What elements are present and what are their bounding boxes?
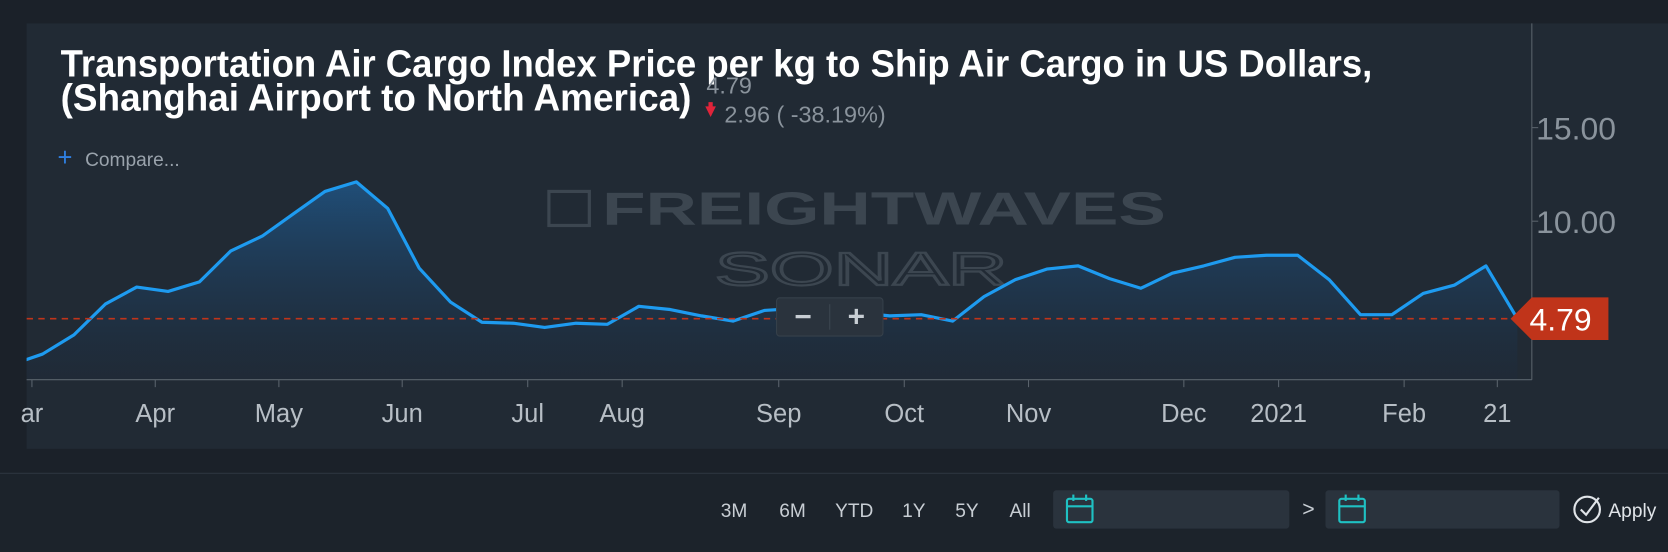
- apply-button[interactable]: Apply: [1608, 501, 1656, 522]
- zoom-in[interactable]: +: [848, 301, 865, 334]
- range-controls: > Apply 3M 6M YTD 1Y 5Y All: [721, 490, 1657, 529]
- change: 2.96 ( -38.19%): [724, 101, 885, 127]
- x-tick-label: Sep: [756, 400, 801, 428]
- x-tick-label: Feb: [1382, 400, 1426, 428]
- price-badge: [1510, 297, 1609, 340]
- axes: 10.00 15.00 ar Apr May Jun Jul Aug Sep Oct Nov Dec 2…: [21, 23, 1616, 428]
- range-button[interactable]: All: [1010, 501, 1031, 522]
- x-tick-label: Jul: [511, 400, 544, 428]
- price-line: [26, 180, 1519, 362]
- y-tick-label: 10.00: [1536, 204, 1616, 240]
- last-value: 4.79: [706, 73, 752, 99]
- watermark-product: SONAR: [715, 243, 1008, 295]
- x-tick-label: 2021: [1250, 400, 1307, 428]
- watermark-logo: [547, 189, 591, 228]
- x-tick-label: Oct: [884, 400, 924, 428]
- y-tick-label: 15.00: [1536, 110, 1616, 146]
- x-tick-label: Nov: [1006, 400, 1052, 428]
- x-tick-label: May: [255, 400, 303, 428]
- range-button[interactable]: YTD: [835, 501, 873, 522]
- x-tick-label: Jun: [382, 400, 423, 428]
- start-date-input[interactable]: [1053, 490, 1290, 529]
- x-tick-label: ar: [21, 400, 44, 428]
- x-tick-label: Apr: [135, 400, 175, 428]
- chart-subtitle: (Shanghai Airport to North America): [61, 77, 692, 120]
- zoom-controls: − +: [776, 297, 884, 337]
- calendar-icon: [1338, 494, 1366, 524]
- compare-button[interactable]: Compare...: [85, 150, 180, 171]
- chart-title: Transportation Air Cargo Index Price per…: [61, 43, 1373, 86]
- watermark-brand: FREIGHTWAVES: [602, 182, 1166, 234]
- date-separator: >: [1302, 497, 1314, 521]
- zoom-out[interactable]: −: [794, 301, 811, 334]
- down-arrow: [705, 102, 716, 117]
- calendar-icon: [1065, 494, 1094, 524]
- x-tick-label: Dec: [1161, 400, 1207, 428]
- end-date-input[interactable]: [1325, 490, 1560, 529]
- price-badge-label: 4.79: [1530, 301, 1592, 337]
- compare-plus[interactable]: +: [57, 144, 72, 172]
- range-button[interactable]: 6M: [779, 501, 806, 522]
- apply-icon: [1573, 495, 1601, 524]
- range-button[interactable]: 3M: [721, 501, 748, 522]
- watermark: FREIGHTWAVES SONAR: [547, 182, 1166, 296]
- x-tick-label: Aug: [599, 400, 644, 428]
- range-button[interactable]: 1Y: [902, 501, 926, 522]
- range-button[interactable]: 5Y: [955, 501, 979, 522]
- x-tick-label: 21: [1483, 400, 1511, 428]
